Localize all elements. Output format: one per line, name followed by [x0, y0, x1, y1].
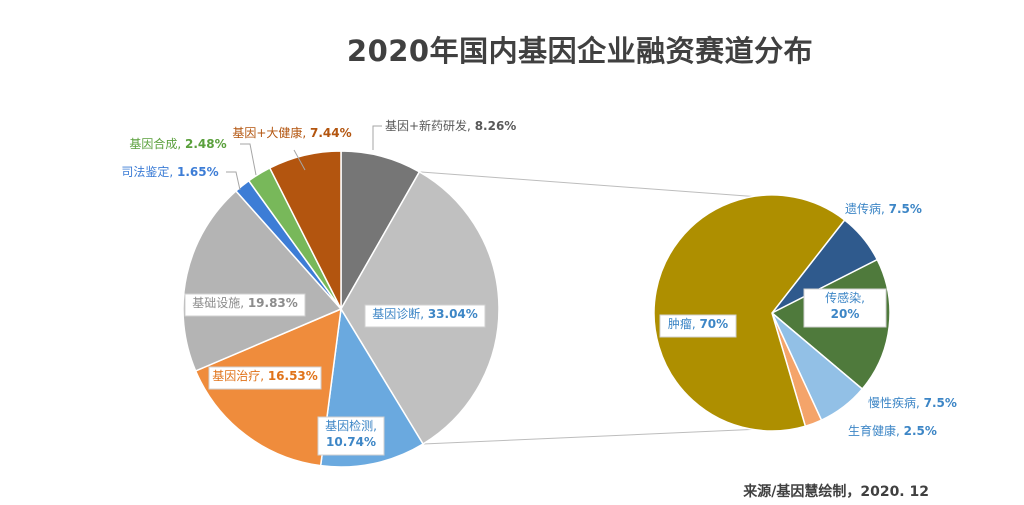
label-value: 19.83% [248, 296, 298, 310]
sub-label-0: 遗传病, 7.5% [845, 201, 922, 216]
label-value: 2.5% [904, 424, 937, 438]
svg-text:生育健康, 2.5%: 生育健康, 2.5% [848, 423, 937, 438]
leader-line [293, 149, 306, 171]
label-box [659, 314, 737, 338]
label-category: 基因检测, [325, 418, 377, 433]
label-box [803, 288, 887, 328]
label-value: 16.53% [268, 369, 318, 383]
svg-text:传感染,: 传感染, [825, 290, 865, 305]
svg-text:司法鉴定, 1.65%: 司法鉴定, 1.65% [121, 164, 218, 179]
label-category: 生育健康, [848, 423, 904, 438]
label-value: 2.48% [185, 137, 227, 151]
main-label-4: 基础设施, 19.83% [184, 293, 306, 317]
label-value: 33.04% [428, 307, 478, 321]
sub-label-3: 生育健康, 2.5% [848, 423, 937, 438]
label-category: 慢性疾病, [868, 395, 924, 410]
label-value: 7.5% [889, 202, 922, 216]
sub-label-2: 慢性疾病, 7.5% [868, 395, 957, 410]
svg-text:肿瘤, 70%: 肿瘤, 70% [668, 316, 728, 331]
main-label-6: 基因合成, 2.48% [129, 136, 257, 176]
label-category: 基因合成, [129, 136, 185, 151]
leader-line [372, 125, 382, 150]
sub-slice-4 [653, 194, 846, 432]
main-label-3: 基因治疗, 16.53% [208, 366, 322, 390]
label-box [208, 366, 322, 390]
svg-text:基因诊断, 33.04%: 基因诊断, 33.04% [372, 306, 478, 321]
label-box [317, 416, 385, 456]
label-category: 基因+大健康, [232, 125, 310, 140]
label-value: 7.44% [310, 126, 352, 140]
sub-label-1: 传感染, 20% [803, 288, 887, 328]
main-label-7: 基因+大健康, 7.44% [232, 125, 352, 171]
connector-lines [419, 171, 763, 445]
main-slice-7 [268, 150, 342, 310]
label-box [184, 293, 306, 317]
source-note: 来源/基因慧绘制，2020. 12 [743, 484, 929, 500]
svg-text:基因检测,: 基因检测, [325, 418, 377, 433]
label-box [364, 304, 486, 328]
main-label-1: 基因诊断, 33.04% [364, 304, 486, 328]
label-value: 1.65% [177, 165, 219, 179]
connector-line-bottom [423, 428, 763, 445]
main-label-0: 基因+新药研发, 8.26% [372, 118, 516, 150]
main-label-5: 司法鉴定, 1.65% [121, 164, 241, 191]
label-category: 基因诊断, [372, 306, 428, 321]
main-slice-4 [182, 189, 343, 372]
label-category: 传感染, [825, 290, 865, 305]
svg-text:20%: 20% [831, 307, 860, 321]
leader-line [226, 171, 241, 191]
label-value: 8.26% [475, 119, 517, 133]
sub-label-4: 肿瘤, 70% [659, 314, 737, 338]
svg-text:基础设施, 19.83%: 基础设施, 19.83% [192, 296, 298, 310]
svg-text:基因治疗, 16.53%: 基因治疗, 16.53% [212, 369, 318, 383]
svg-text:基因+新药研发, 8.26%: 基因+新药研发, 8.26% [385, 118, 516, 133]
svg-text:慢性疾病, 7.5%: 慢性疾病, 7.5% [868, 395, 957, 410]
svg-text:基因+大健康, 7.44%: 基因+大健康, 7.44% [232, 125, 351, 140]
leader-line [240, 143, 257, 176]
main-label-2: 基因检测, 10.74% [317, 416, 385, 456]
label-value: 10.74% [326, 435, 376, 449]
connector-line-top [419, 171, 761, 198]
label-category: 司法鉴定, [121, 164, 177, 179]
label-category: 基因+新药研发, [385, 118, 475, 133]
label-category: 肿瘤, [668, 316, 700, 331]
label-category: 基因治疗, [212, 369, 268, 383]
data-labels: 基因+新药研发, 8.26% 基因诊断, 33.04% 基因检测, 10.74% 基因治… [121, 118, 957, 456]
chart-title: 2020年国内基因企业融资赛道分布 [346, 34, 814, 68]
svg-text:遗传病, 7.5%: 遗传病, 7.5% [845, 201, 922, 216]
label-value: 7.5% [924, 396, 957, 410]
label-value: 70% [699, 317, 728, 331]
svg-text:基因合成, 2.48%: 基因合成, 2.48% [129, 136, 226, 151]
svg-text:10.74%: 10.74% [326, 435, 376, 449]
label-category: 遗传病, [845, 201, 889, 216]
label-value: 20% [831, 307, 860, 321]
label-category: 基础设施, [192, 296, 248, 310]
